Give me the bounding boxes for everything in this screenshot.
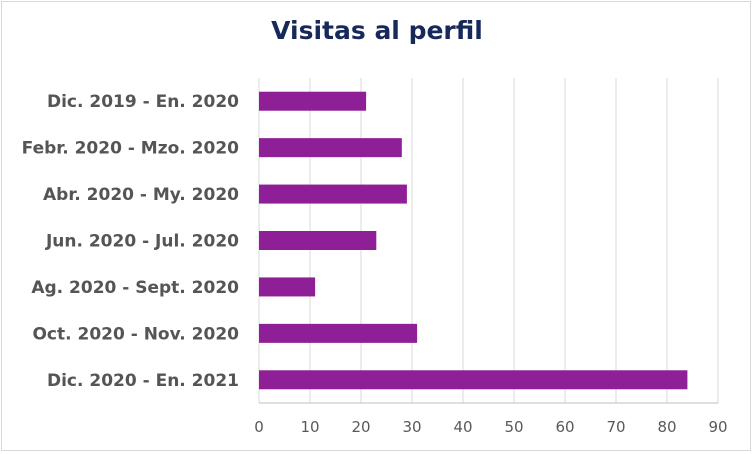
category-label: Febr. 2020 - Mzo. 2020	[22, 139, 240, 159]
x-tick-label: 10	[300, 418, 319, 436]
category-label: Abr. 2020 - My. 2020	[43, 185, 239, 205]
x-tick-label: 70	[606, 418, 625, 436]
bar	[259, 277, 316, 297]
category-label: Dic. 2020 - En. 2021	[47, 371, 239, 391]
bar	[259, 370, 688, 390]
bar	[259, 138, 402, 158]
x-tick-label: 50	[504, 418, 523, 436]
x-tick-label: 60	[555, 418, 574, 436]
x-tick-label: 90	[708, 418, 727, 436]
bar	[259, 231, 377, 250]
category-label: Dic. 2019 - En. 2020	[47, 92, 239, 112]
bar	[259, 323, 418, 343]
x-tick-label: 20	[351, 418, 370, 436]
category-label: Ag. 2020 - Sept. 2020	[31, 278, 239, 298]
category-label: Oct. 2020 - Nov. 2020	[32, 324, 239, 344]
bar	[259, 91, 367, 111]
x-tick-label: 80	[657, 418, 676, 436]
x-tick-label: 0	[254, 418, 264, 436]
bar	[259, 184, 407, 204]
chart-title: Visitas al perfil	[271, 16, 483, 45]
category-label: Jun. 2020 - Jul. 2020	[45, 232, 239, 252]
x-tick-label: 30	[402, 418, 421, 436]
x-tick-label: 40	[453, 418, 472, 436]
